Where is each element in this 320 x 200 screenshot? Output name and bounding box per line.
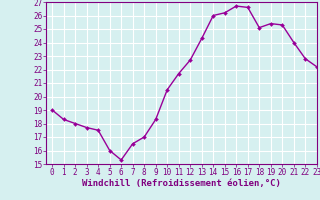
X-axis label: Windchill (Refroidissement éolien,°C): Windchill (Refroidissement éolien,°C) [82,179,281,188]
